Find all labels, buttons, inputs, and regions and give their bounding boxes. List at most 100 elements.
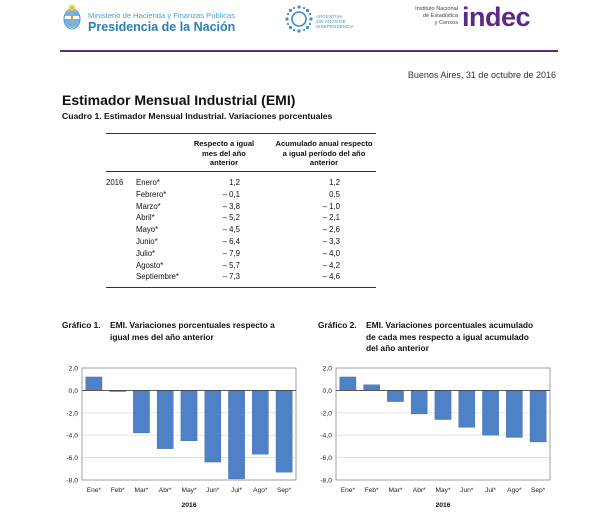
- x-axis-label: 2016: [435, 502, 450, 509]
- institute-line-2: de Estadística: [422, 13, 458, 19]
- table-header-rule: [106, 171, 376, 172]
- table-value-cumulative: – 4,6: [322, 272, 340, 282]
- table-month: Marzo*: [136, 201, 161, 211]
- table-value-cumulative: – 2,6: [322, 225, 340, 235]
- table-value-cumulative: 1,2: [329, 178, 340, 187]
- indec-logo: indec: [462, 2, 531, 32]
- bar: [458, 390, 476, 428]
- table-caption: Cuadro 1. Estimador Mensual Industrial. …: [62, 111, 333, 121]
- document-date: Buenos Aires, 31 de octubre de 2016: [407, 70, 556, 80]
- table-row: Septiembre* – 7,3 – 4,6: [106, 272, 376, 284]
- bicentenario-logo-icon: [285, 5, 313, 33]
- bar: [363, 384, 380, 391]
- institute-line-3: y Censos: [434, 20, 458, 26]
- table-value-cumulative: – 4,0: [322, 248, 340, 258]
- table-value-monthly: – 3,8: [222, 201, 240, 211]
- y-tick-label: 2,0: [69, 366, 79, 373]
- table-value-cumulative: – 1,0: [322, 201, 340, 211]
- chart2-title-line: EMI. Variaciones porcentuales acumulado: [366, 320, 534, 330]
- bar: [506, 390, 523, 438]
- table-month: Febrero*: [136, 189, 167, 199]
- document-title: Estimador Mensual Industrial (EMI): [62, 92, 296, 108]
- table-value-monthly: – 7,9: [222, 248, 240, 258]
- bar: [482, 390, 499, 436]
- x-tick-label: Feb*: [365, 487, 379, 494]
- y-tick-label: -2,0: [66, 410, 78, 417]
- ministry-name: Ministerio de Hacienda y Finanzas Públic…: [88, 11, 235, 20]
- col2-header: Acumulado anual respecto a igual período…: [270, 139, 378, 168]
- bar: [228, 390, 245, 480]
- x-tick-label: Jul*: [485, 487, 496, 494]
- bar: [133, 390, 150, 434]
- x-tick-label: Ago*: [507, 487, 522, 494]
- y-tick-label: 2,0: [323, 366, 333, 373]
- table-row: Febrero* – 0,1 0,5: [106, 190, 376, 202]
- header-rule: [60, 50, 558, 52]
- chart2-label: Gráfico 2.: [318, 320, 357, 330]
- table-row: Mayo* – 4,5 – 2,6: [106, 225, 376, 237]
- table-value-monthly: – 4,5: [222, 225, 240, 235]
- bar: [252, 390, 269, 455]
- bar: [529, 390, 547, 443]
- table-value-monthly: – 5,2: [222, 213, 240, 223]
- table-value-monthly: 1,2: [229, 178, 240, 187]
- table-month: Julio*: [136, 248, 156, 258]
- bar: [339, 376, 357, 391]
- y-tick-label: -2,0: [320, 410, 332, 417]
- institute-line-1: Instituto Nacional: [415, 6, 458, 12]
- x-tick-label: Jul*: [231, 487, 242, 494]
- bar: [410, 390, 428, 415]
- y-tick-label: -4,0: [320, 433, 332, 440]
- col1-header-line: anterior: [209, 158, 239, 167]
- table-bottom-rule: [106, 287, 376, 288]
- table-row: Agosto* – 5,7 – 4,2: [106, 261, 376, 273]
- chart1-title-line: igual mes del año anterior: [110, 331, 214, 342]
- chart1-label: Gráfico 1.: [62, 320, 101, 330]
- x-axis-label: 2016: [181, 502, 196, 509]
- table-month: Abril*: [136, 213, 155, 223]
- table-value-monthly: – 6,4: [222, 237, 240, 246]
- y-tick-label: -4,0: [66, 433, 78, 440]
- x-tick-label: May*: [435, 487, 450, 494]
- table-row: Abril* – 5,2 – 2,1: [106, 213, 376, 225]
- x-tick-label: Abr*: [413, 487, 426, 494]
- y-tick-label: 0,0: [69, 388, 79, 395]
- x-tick-label: Ene*: [87, 487, 102, 494]
- bicentenario-text-3: INDEPENDENCIA: [316, 24, 354, 29]
- table-value-cumulative: 0,5: [329, 189, 340, 199]
- x-tick-label: Ago*: [253, 487, 268, 494]
- chart2-title-line: del año anterior: [366, 343, 429, 353]
- chart2-title-line: de cada mes respecto a igual acumulado: [366, 331, 529, 342]
- bar: [180, 390, 198, 442]
- table-value-monthly: – 5,7: [222, 260, 240, 270]
- chart1-title-line: EMI. Variaciones porcentuales respecto a: [110, 320, 275, 330]
- y-tick-label: -6,0: [320, 455, 332, 462]
- chart2-title: EMI. Variaciones porcentuales acumulado …: [366, 320, 533, 355]
- coat-of-arms-icon: [63, 5, 81, 30]
- x-tick-label: May*: [181, 487, 196, 494]
- x-tick-label: Jun*: [206, 487, 220, 494]
- table-row: 2016 Enero* 1,2 1,2: [106, 178, 376, 190]
- page-header: Ministerio de Hacienda y Finanzas Públic…: [0, 0, 612, 52]
- table-row: Junio* – 6,4 – 3,3: [106, 237, 376, 249]
- x-tick-label: Abr*: [159, 487, 172, 494]
- chart1-title: EMI. Variaciones porcentuales respecto a…: [110, 320, 275, 343]
- table-month: Mayo*: [136, 225, 159, 235]
- table-top-rule: [106, 133, 376, 134]
- x-tick-label: Feb*: [111, 487, 125, 494]
- x-tick-label: Mar*: [134, 487, 148, 494]
- col1-header-line: Respecto a igual: [193, 139, 255, 148]
- y-tick-label: 0,0: [323, 388, 333, 395]
- presidency-name: Presidencia de la Nación: [88, 20, 236, 34]
- x-tick-label: Sep*: [531, 487, 546, 494]
- bicentenario-text-1: ARGENTINA: [316, 14, 343, 19]
- chart1: 2,0 0,0 -2,0 -4,0 -6,0 -8,0 Ene* Feb* Mar* Abr* Ma…: [66, 366, 297, 509]
- table-year: 2016: [106, 178, 124, 187]
- y-tick-label: -6,0: [66, 455, 78, 462]
- table-month: Agosto*: [136, 260, 164, 270]
- chart1-caption: Gráfico 1. EMI. Variaciones porcentuales…: [62, 320, 302, 356]
- chart2-caption: Gráfico 2. EMI. Variaciones porcentuales…: [318, 320, 568, 356]
- table-value-cumulative: – 4,2: [322, 260, 340, 270]
- chart2: 2,0 0,0 -2,0 -4,0 -6,0 -8,0 Ene* Feb* Mar* Abr* Ma…: [320, 366, 551, 509]
- institute-name: Instituto Nacional de Estadística y Cens…: [400, 6, 458, 27]
